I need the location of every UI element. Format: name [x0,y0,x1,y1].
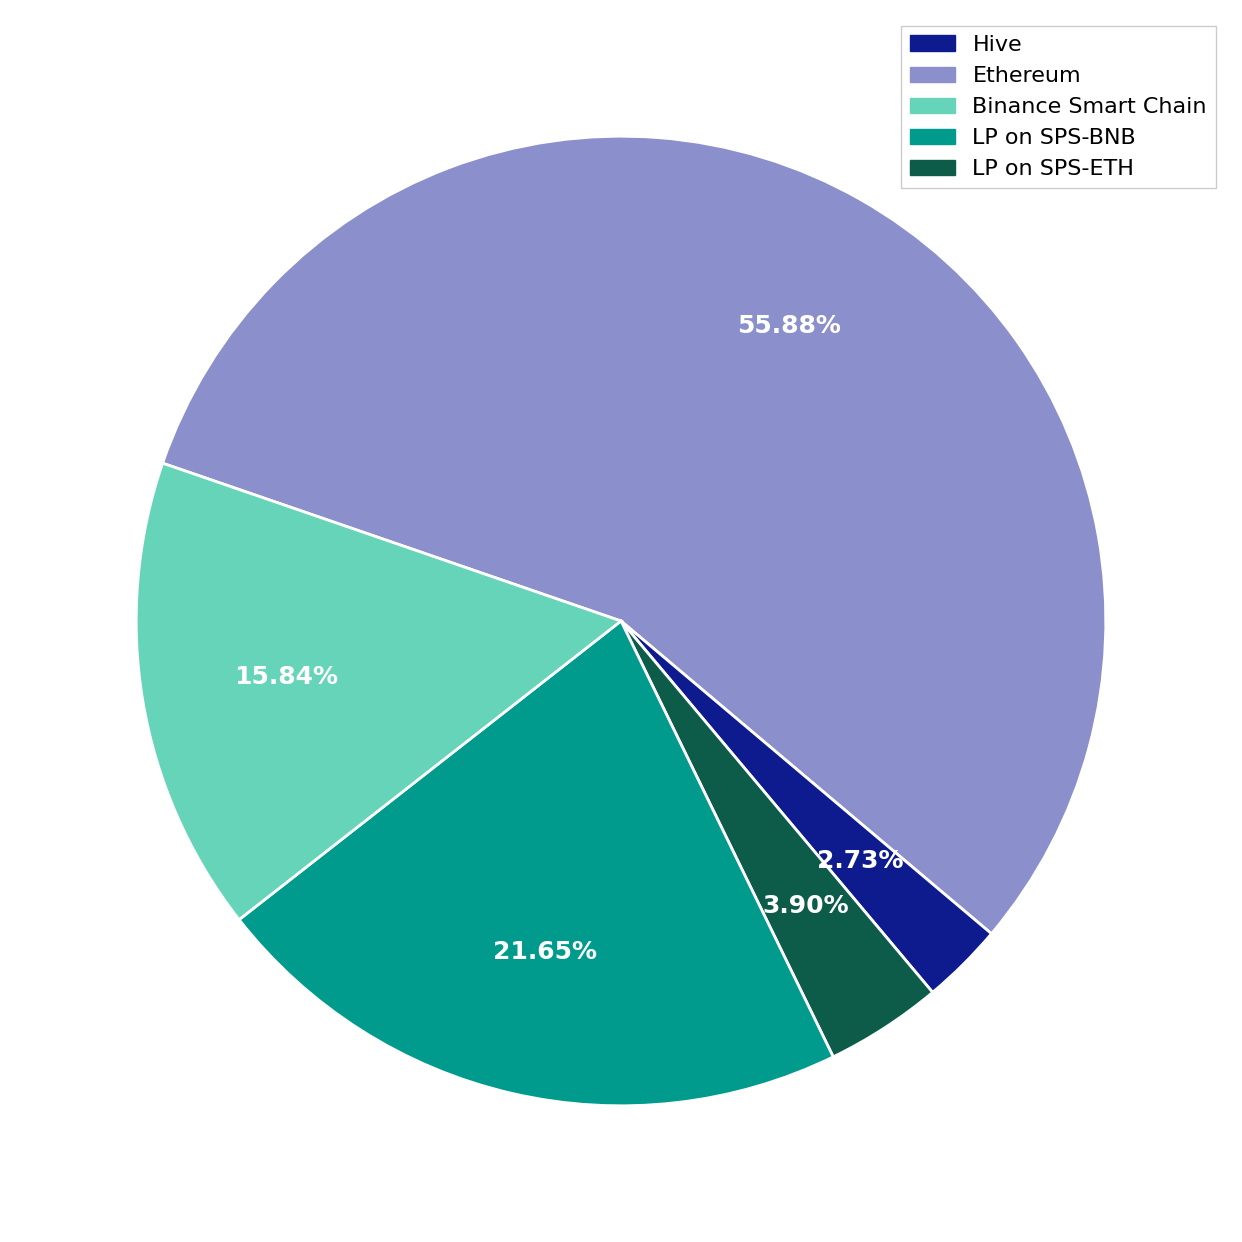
Wedge shape [137,463,621,919]
Text: 2.73%: 2.73% [817,850,904,873]
Wedge shape [240,621,833,1105]
Text: 3.90%: 3.90% [763,894,850,918]
Text: 15.84%: 15.84% [235,664,338,689]
Legend: Hive, Ethereum, Binance Smart Chain, LP on SPS-BNB, LP on SPS-ETH: Hive, Ethereum, Binance Smart Chain, LP … [902,26,1216,189]
Wedge shape [621,621,933,1057]
Wedge shape [163,137,1105,934]
Text: 55.88%: 55.88% [737,314,841,338]
Wedge shape [621,621,991,992]
Text: 21.65%: 21.65% [493,940,596,964]
